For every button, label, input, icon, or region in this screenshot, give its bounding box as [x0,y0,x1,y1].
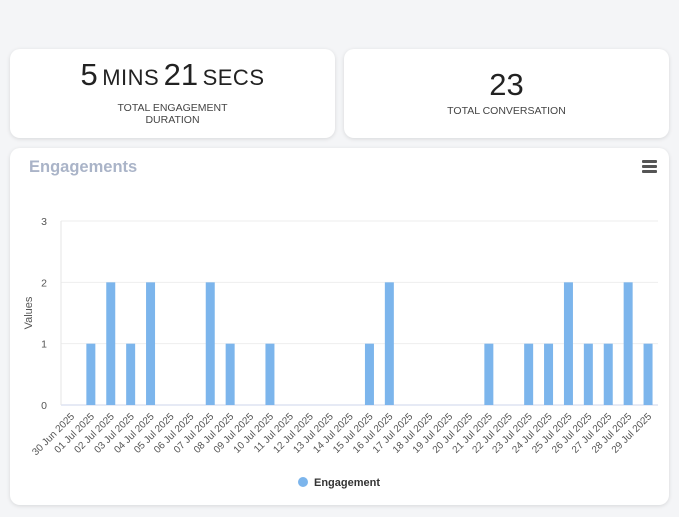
bar-28-jul-2025 [623,282,633,405]
engagement-duration-label-line2: DURATION [145,114,200,126]
bar-25-jul-2025 [563,282,573,405]
y-tick-label: 2 [41,277,47,289]
y-tick-label: 3 [41,216,47,228]
legend-marker [298,477,308,487]
bar-16-jul-2025 [384,282,394,405]
bar-21-jul-2025 [484,343,494,405]
engagement-duration-label-line1: TOTAL ENGAGEMENT [117,102,228,114]
bar-24-jul-2025 [544,343,554,405]
total-conversation-card: 23 TOTAL CONVERSATION [344,49,669,138]
total-conversation-label: TOTAL CONVERSATION [447,105,566,117]
y-tick-label: 0 [41,400,47,412]
bar-02-jul-2025 [106,282,116,405]
total-conversation-number: 23 [489,67,524,102]
bar-27-jul-2025 [603,343,613,405]
duration-minutes-unit: MINS [102,65,160,90]
bar-03-jul-2025 [126,343,136,405]
bar-04-jul-2025 [146,282,156,405]
bar-10-jul-2025 [265,343,275,405]
bar-29-jul-2025 [643,343,653,405]
bar-08-jul-2025 [225,343,235,405]
engagement-duration-value: 5 MINS 21 SECS [10,59,335,90]
y-tick-label: 1 [41,339,47,351]
bar-26-jul-2025 [583,343,593,405]
duration-seconds: 21 [163,57,199,92]
hamburger-menu-icon[interactable] [642,160,657,173]
legend-label-engagement: Engagement [314,477,380,489]
duration-minutes: 5 [80,57,98,92]
chart-title: Engagements [29,158,138,176]
engagements-chart-card: Engagements 0 1 2 3 Values 30 Jun 2025 01 Jul … [10,148,669,505]
engagement-duration-label: TOTAL ENGAGEMENT DURATION [10,102,335,126]
bar-01-jul-2025 [86,343,96,405]
y-axis-title: Values [23,296,35,329]
engagement-duration-card: 5 MINS 21 SECS TOTAL ENGAGEMENT DURATION [10,49,335,138]
total-conversation-value: 23 [344,69,669,100]
duration-seconds-unit: SECS [202,65,265,90]
bar-23-jul-2025 [524,343,534,405]
bar-15-jul-2025 [364,343,374,405]
bar-07-jul-2025 [205,282,215,405]
